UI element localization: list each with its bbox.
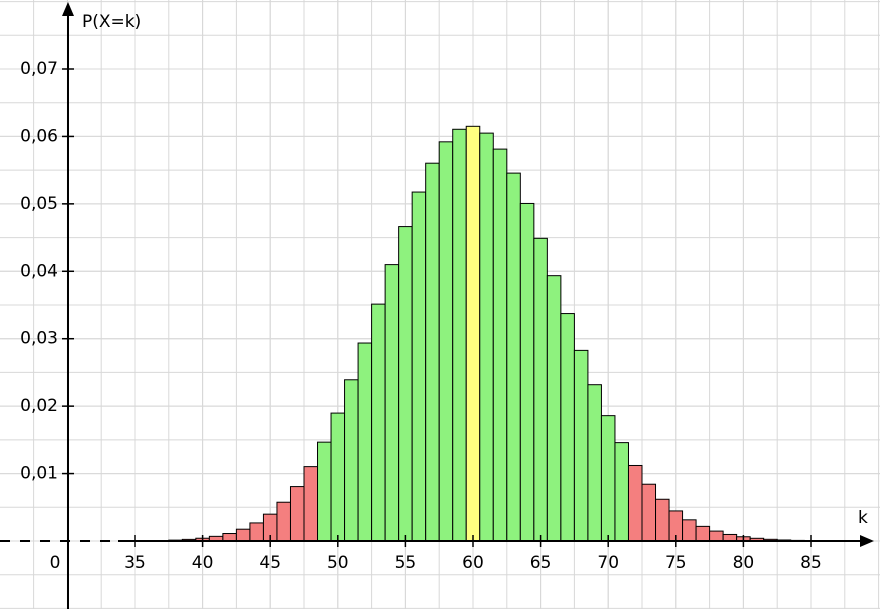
x-tick-label: 70 bbox=[597, 553, 619, 573]
bar bbox=[560, 313, 575, 542]
y-tick-label: 0,01 bbox=[20, 464, 58, 484]
bar bbox=[452, 128, 467, 542]
bar bbox=[587, 384, 602, 542]
x-tick-label: 50 bbox=[327, 553, 349, 573]
bar bbox=[276, 501, 291, 542]
x-tick-label: 60 bbox=[462, 553, 484, 573]
x-tick-label: 35 bbox=[124, 553, 146, 573]
bar bbox=[317, 441, 332, 542]
bar bbox=[533, 237, 548, 542]
x-tick-label: 65 bbox=[530, 553, 552, 573]
bar bbox=[546, 275, 562, 542]
x-tick-label: 75 bbox=[665, 553, 687, 573]
x-axis-arrow bbox=[860, 535, 874, 547]
bar bbox=[425, 162, 440, 542]
y-tick-label: 0,04 bbox=[20, 261, 58, 281]
y-tick-label: 0,07 bbox=[20, 59, 58, 79]
x-axis-label: k bbox=[858, 508, 868, 528]
bar bbox=[371, 303, 386, 542]
bar bbox=[357, 342, 373, 542]
bar bbox=[709, 530, 724, 542]
x-tick-label: 85 bbox=[800, 553, 822, 573]
bar bbox=[695, 525, 711, 542]
bar bbox=[384, 264, 400, 542]
origin-label: 0 bbox=[50, 553, 61, 573]
bar bbox=[519, 202, 535, 542]
bar bbox=[465, 125, 481, 542]
bar bbox=[492, 148, 508, 542]
y-tick-label: 0,02 bbox=[20, 396, 58, 416]
bar bbox=[235, 528, 251, 542]
x-tick-label: 80 bbox=[733, 553, 755, 573]
bar bbox=[627, 464, 643, 542]
x-tick-label: 40 bbox=[192, 553, 214, 573]
bar bbox=[303, 466, 319, 542]
x-tick-label: 45 bbox=[259, 553, 281, 573]
bar bbox=[398, 226, 413, 542]
bar bbox=[573, 349, 589, 542]
bar bbox=[438, 141, 454, 542]
bar bbox=[641, 483, 657, 542]
bar bbox=[289, 486, 305, 542]
bar bbox=[344, 379, 359, 542]
y-tick-label: 0,06 bbox=[20, 126, 58, 146]
bar bbox=[330, 412, 346, 542]
bar bbox=[506, 172, 521, 542]
x-tick-label: 55 bbox=[395, 553, 417, 573]
y-tick-label: 0,05 bbox=[20, 194, 58, 214]
bar bbox=[614, 442, 629, 542]
y-tick-label: 0,03 bbox=[20, 329, 58, 349]
bar bbox=[411, 191, 427, 542]
y-axis-label: P(X=k) bbox=[82, 12, 141, 32]
bar bbox=[479, 132, 494, 542]
bar bbox=[682, 519, 697, 542]
bar bbox=[600, 415, 616, 542]
y-axis-arrow bbox=[62, 2, 74, 16]
bar bbox=[222, 533, 237, 542]
bar bbox=[249, 522, 264, 542]
bar bbox=[655, 498, 670, 542]
